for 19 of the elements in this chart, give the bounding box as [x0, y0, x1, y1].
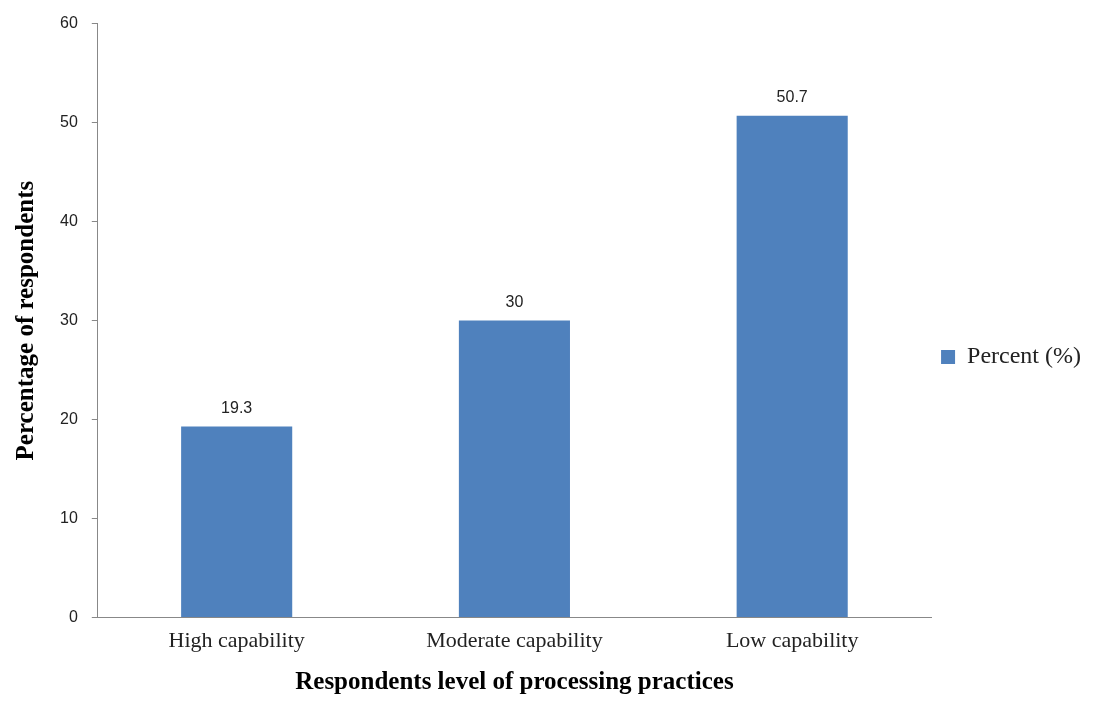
x-tick-label: Low capability — [725, 626, 859, 652]
y-tick-label: 60 — [60, 14, 78, 32]
x-tick-label: Moderate capability — [426, 626, 603, 652]
data-label: 19.3 — [221, 398, 253, 416]
bar — [458, 320, 570, 618]
y-axis-title: Percentage of respondents — [11, 180, 39, 461]
x-tick-label: High capability — [168, 626, 305, 652]
legend-label: Percent (%) — [967, 342, 1082, 369]
y-tick-label: 30 — [60, 311, 78, 329]
bar — [736, 115, 848, 618]
x-axis-title: Respondents level of processing practices — [295, 667, 734, 695]
y-tick-label: 40 — [60, 212, 78, 230]
y-tick-label: 0 — [68, 608, 78, 626]
data-label: 50.7 — [776, 88, 808, 106]
y-tick-label: 10 — [60, 509, 78, 527]
y-tick-label: 20 — [60, 410, 78, 428]
y-tick-label: 50 — [60, 113, 78, 131]
bar — [181, 426, 293, 618]
data-label: 30 — [505, 293, 524, 311]
